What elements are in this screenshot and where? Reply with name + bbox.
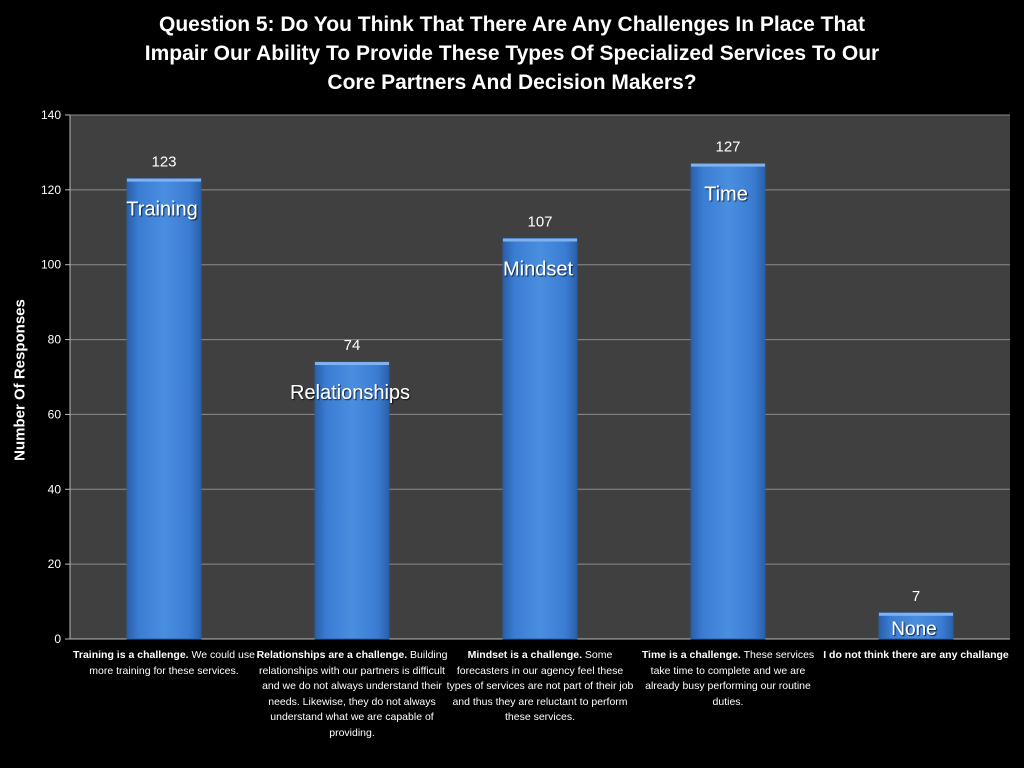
- bar-label-3: Time: [704, 184, 748, 206]
- y-tick-label-0: 0: [54, 632, 61, 646]
- y-tick-label-40: 40: [48, 482, 62, 496]
- x-tick-label-3: Time is a challenge. These services take…: [634, 648, 822, 710]
- chart-title-line-3: Core Partners And Decision Makers?: [327, 71, 697, 94]
- bar-1: [314, 361, 390, 640]
- bar-label-2: Mindset: [503, 259, 573, 281]
- x-tick-label-text-0: We could use more training for these ser…: [89, 649, 255, 677]
- bar-top-highlight-0: [127, 178, 201, 182]
- x-tick-label-bold-1: Relationships are a challenge.: [256, 649, 408, 661]
- bar-3: [690, 163, 766, 640]
- bar-0: [126, 178, 202, 640]
- x-tick-label-bold-2: Mindset is a challenge.: [467, 649, 582, 661]
- x-tick-label-text-3: These services take time to complete and…: [645, 649, 815, 708]
- bar-top-highlight-1: [315, 362, 389, 366]
- chart-title-line-2: Impair Our Ability To Provide These Type…: [144, 42, 880, 65]
- chart-title: Question 5: Do You Think That There Are …: [90, 10, 934, 97]
- x-tick-label-0: Training is a challenge. We could use mo…: [70, 648, 258, 679]
- y-tick-label-120: 120: [41, 183, 61, 197]
- data-label-1: 74: [344, 337, 361, 354]
- bar-top-highlight-3: [691, 163, 765, 167]
- x-tick-label-4: I do not think there are any challange: [822, 648, 1010, 664]
- data-label-0: 123: [151, 154, 176, 171]
- x-tick-label-text-2: Some forecasters in our agency feel thes…: [446, 649, 634, 723]
- y-tick-label-20: 20: [48, 557, 62, 571]
- y-tick-label-60: 60: [48, 407, 62, 421]
- bar-2: [502, 238, 578, 640]
- data-label-3: 127: [715, 139, 740, 156]
- data-label-2: 107: [527, 214, 552, 231]
- x-tick-label-2: Mindset is a challenge. Some forecasters…: [446, 648, 634, 726]
- x-tick-label-bold-3: Time is a challenge.: [641, 649, 741, 661]
- y-tick-label-140: 140: [41, 108, 61, 122]
- x-tick-label-bold-0: Training is a challenge.: [73, 649, 189, 661]
- bar-top-highlight-4: [879, 612, 953, 616]
- y-tick-label-80: 80: [48, 333, 62, 347]
- x-tick-label-bold-4: I do not think there are any challange: [823, 649, 1009, 661]
- chart-title-line-1: Question 5: Do You Think That There Are …: [159, 13, 865, 36]
- bar-4: [878, 612, 954, 640]
- bar-label-0: Training: [126, 199, 198, 221]
- x-tick-label-text-1: Building relationships with our partners…: [259, 649, 448, 739]
- bar-top-highlight-2: [503, 238, 577, 242]
- x-tick-label-1: Relationships are a challenge. Building …: [254, 648, 450, 741]
- bar-label-4: None: [891, 619, 936, 640]
- y-tick-label-100: 100: [41, 258, 61, 272]
- data-label-4: 7: [912, 588, 920, 605]
- bar-label-1: Relationships: [290, 382, 410, 404]
